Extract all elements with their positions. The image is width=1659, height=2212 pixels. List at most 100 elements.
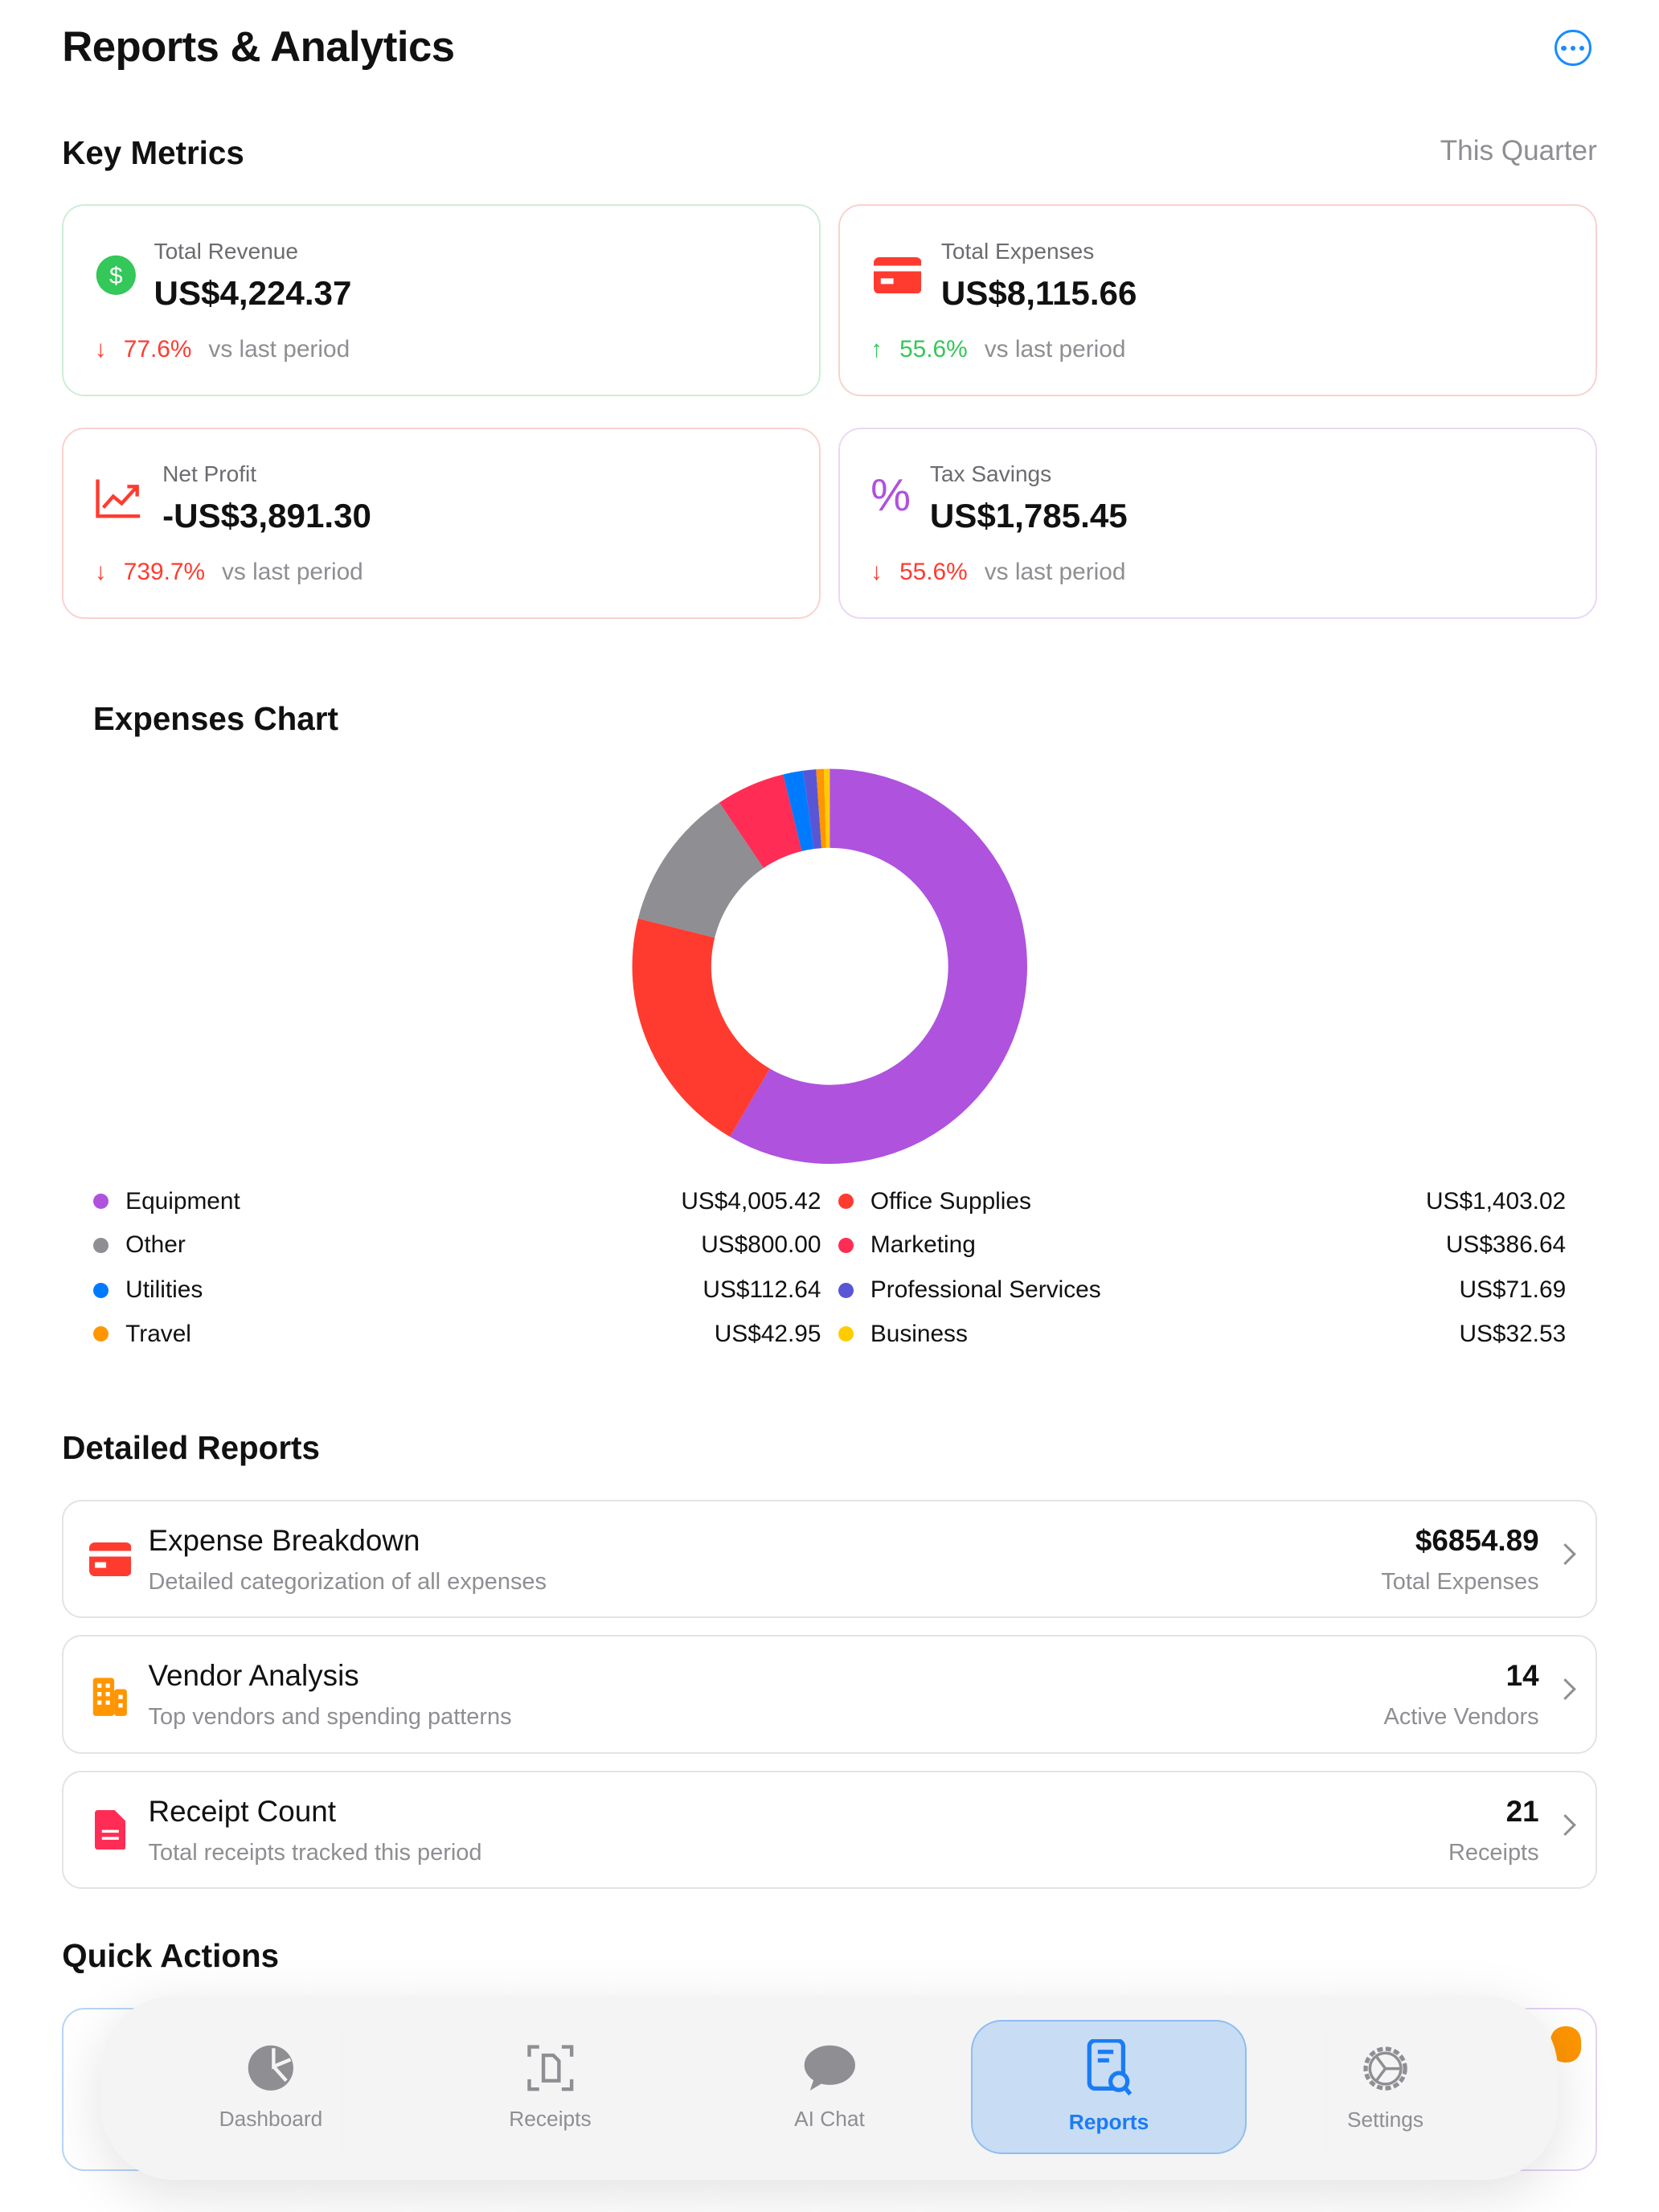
report-value: $6854.89 bbox=[1415, 1523, 1539, 1557]
arrow-up-icon: ↑ bbox=[870, 335, 883, 363]
report-value-label: Receipts bbox=[1448, 1839, 1539, 1866]
donut-slice-business bbox=[823, 768, 830, 848]
legend-value: US$42.95 bbox=[714, 1320, 821, 1347]
tab-receipts[interactable]: Receipts bbox=[412, 1996, 688, 2179]
report-row-receipt-count[interactable]: Receipt Count Total receipts tracked thi… bbox=[62, 1770, 1597, 1890]
metric-change: ↓ 55.6% vs last period bbox=[870, 559, 1126, 586]
report-subtitle: Top vendors and spending patterns bbox=[148, 1704, 512, 1731]
legend-item: Business bbox=[838, 1321, 968, 1348]
svg-text:$: $ bbox=[109, 263, 123, 289]
metric-change: ↑ 55.6% vs last period bbox=[870, 335, 1126, 363]
gear-icon bbox=[1363, 2046, 1407, 2091]
doc-scan-icon bbox=[526, 2045, 573, 2091]
metric-card-net-profit[interactable]: Net Profit -US$3,891.30 ↓ 739.7% vs last p… bbox=[62, 427, 821, 620]
legend-item: Other bbox=[92, 1231, 186, 1259]
percent-icon: % bbox=[870, 469, 911, 520]
donut-slice-other bbox=[637, 802, 764, 938]
metric-value: US$8,115.66 bbox=[940, 273, 1137, 312]
tab-reports[interactable]: Reports bbox=[970, 2020, 1247, 2155]
report-row-vendor-analysis[interactable]: Vendor Analysis Top vendors and spending… bbox=[62, 1635, 1597, 1754]
metric-change: ↓ 739.7% vs last period bbox=[94, 559, 363, 586]
credit-card-icon bbox=[873, 256, 922, 294]
legend-item: Utilities bbox=[92, 1276, 203, 1304]
legend-dot bbox=[838, 1326, 854, 1342]
legend-label: Business bbox=[870, 1320, 968, 1347]
legend-value: US$4,005.42 bbox=[681, 1187, 821, 1215]
legend-value: US$112.64 bbox=[703, 1276, 821, 1304]
metric-value: US$4,224.37 bbox=[154, 273, 352, 312]
legend-value: US$386.64 bbox=[1445, 1231, 1567, 1259]
report-title: Vendor Analysis bbox=[148, 1659, 359, 1693]
legend-dot bbox=[92, 1237, 109, 1253]
key-metrics-heading: Key Metrics bbox=[62, 133, 244, 171]
chart-line-icon bbox=[96, 479, 140, 518]
report-subtitle: Total receipts tracked this period bbox=[148, 1839, 482, 1866]
ellipsis-circle-icon[interactable] bbox=[1555, 29, 1591, 67]
legend-label: Office Supplies bbox=[870, 1187, 1031, 1215]
report-title: Receipt Count bbox=[148, 1794, 336, 1828]
legend-item: Office Supplies bbox=[838, 1188, 1031, 1215]
building-icon bbox=[93, 1677, 128, 1716]
pie-chart-icon bbox=[248, 2046, 294, 2091]
legend-value: US$1,403.02 bbox=[1426, 1187, 1567, 1215]
credit-card-icon bbox=[88, 1542, 132, 1576]
chart-title: Expenses Chart bbox=[92, 699, 338, 737]
donut-slice-travel bbox=[815, 768, 826, 849]
legend-value: US$32.53 bbox=[1459, 1320, 1567, 1347]
dollar-circle-icon: $ bbox=[96, 255, 136, 296]
legend-dot bbox=[838, 1282, 854, 1298]
legend-item: Marketing bbox=[838, 1231, 976, 1259]
tab-dashboard[interactable]: Dashboard bbox=[133, 1996, 409, 2179]
tab-settings[interactable]: Settings bbox=[1247, 1996, 1524, 2179]
report-value-label: Active Vendors bbox=[1383, 1704, 1539, 1731]
report-value: 14 bbox=[1505, 1659, 1539, 1693]
report-row-expense-breakdown[interactable]: Expense Breakdown Detailed categorizatio… bbox=[62, 1499, 1597, 1619]
legend-dot bbox=[92, 1282, 109, 1298]
report-subtitle: Detailed categorization of all expenses bbox=[148, 1568, 547, 1595]
donut-slice-utilities bbox=[783, 770, 814, 851]
metric-card-tax-savings[interactable]: % Tax Savings US$1,785.45 ↓ 55.6% vs last … bbox=[838, 427, 1597, 620]
quick-actions-heading: Quick Actions bbox=[62, 1936, 280, 1974]
legend-label: Marketing bbox=[870, 1231, 976, 1259]
doc-search-icon bbox=[1087, 2039, 1132, 2096]
arrow-down-icon: ↓ bbox=[870, 559, 883, 586]
legend-item: Travel bbox=[92, 1320, 191, 1348]
period-selector[interactable]: This Quarter bbox=[1440, 135, 1597, 167]
legend-label: Equipment bbox=[125, 1187, 240, 1215]
legend-label: Professional Services bbox=[870, 1276, 1101, 1304]
metric-value: -US$3,891.30 bbox=[162, 497, 371, 535]
donut-slice-office-supplies bbox=[632, 918, 770, 1137]
tab-ai-chat[interactable]: AI Chat bbox=[691, 1996, 968, 2179]
donut-slice-professional-services bbox=[802, 769, 821, 850]
report-value-label: Total Expenses bbox=[1381, 1568, 1539, 1595]
metric-card-total-expenses[interactable]: Total Expenses US$8,115.66 ↑ 55.6% vs last… bbox=[838, 204, 1597, 397]
expenses-donut-chart bbox=[632, 768, 1027, 1164]
donut-slice-marketing bbox=[719, 774, 802, 868]
document-icon bbox=[94, 1810, 126, 1850]
metric-label: Total Revenue bbox=[154, 238, 299, 264]
metric-label: Net Profit bbox=[162, 461, 257, 487]
legend-dot bbox=[838, 1237, 854, 1253]
legend-item: Equipment bbox=[92, 1187, 240, 1215]
metric-label: Total Expenses bbox=[940, 238, 1095, 264]
legend-value: US$71.69 bbox=[1459, 1276, 1567, 1304]
chevron-right-icon bbox=[1555, 1813, 1576, 1836]
page-title: Reports & Analytics bbox=[62, 23, 455, 72]
arrow-down-icon: ↓ bbox=[94, 335, 107, 363]
metric-change: ↓ 77.6% vs last period bbox=[94, 335, 350, 363]
legend-dot bbox=[92, 1326, 109, 1342]
legend-dot bbox=[838, 1194, 854, 1210]
legend-item: Professional Services bbox=[838, 1276, 1101, 1304]
chevron-right-icon bbox=[1555, 1678, 1576, 1700]
report-value: 21 bbox=[1505, 1794, 1539, 1828]
report-title: Expense Breakdown bbox=[148, 1523, 420, 1557]
legend-label: Travel bbox=[125, 1320, 191, 1347]
legend-label: Utilities bbox=[125, 1276, 203, 1304]
chevron-right-icon bbox=[1555, 1542, 1576, 1565]
legend-label: Other bbox=[125, 1231, 186, 1259]
metric-value: US$1,785.45 bbox=[929, 497, 1128, 535]
metric-card-total-revenue[interactable]: $ Total Revenue US$4,224.37 ↓ 77.6% vs las… bbox=[62, 204, 821, 397]
donut-slice-equipment bbox=[729, 768, 1027, 1164]
tab-bar: Dashboard Receipts AI Chat Reports Setti… bbox=[101, 1996, 1558, 2180]
